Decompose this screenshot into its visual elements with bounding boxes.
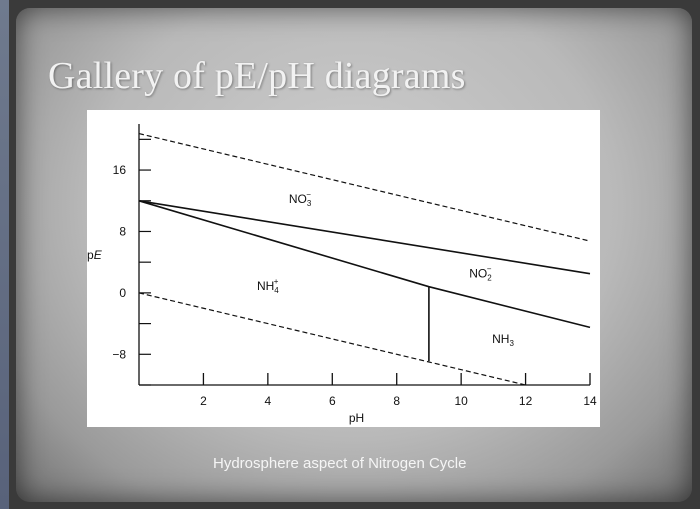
species-label-nh4: NH4+ [257, 277, 279, 295]
y-tick-label: 8 [119, 224, 126, 238]
water-stability-line-0 [138, 133, 591, 242]
water-stability-line-4 [138, 292, 526, 386]
x-tick-label: 8 [393, 394, 400, 408]
y-tick-label: −8 [112, 347, 126, 361]
slide-caption: Hydrosphere aspect of Nitrogen Cycle [213, 455, 467, 472]
y-axis-title: pE [87, 248, 103, 262]
boundary-line-1 [138, 200, 591, 275]
x-axis-title: pH [349, 411, 364, 425]
boundary-lines [138, 133, 591, 386]
pe-ph-diagram-svg: 16 8 0 −8 2 4 6 8 10 12 14 pH pE NO3− NO2− NH4+ NH3 [87, 124, 597, 425]
x-tick-label: 10 [454, 394, 468, 408]
slide-title: Gallery of pE/pH diagrams [48, 55, 466, 97]
species-label-no2: NO2− [469, 265, 492, 283]
boundary-line-2 [138, 200, 591, 329]
pe-ph-diagram: 16 8 0 −8 2 4 6 8 10 12 14 pH pE NO3− NO2− NH4+ NH3 [87, 110, 600, 427]
x-tick-label: 12 [519, 394, 533, 408]
y-tick-label: 0 [119, 286, 126, 300]
y-tick-label: 16 [113, 163, 127, 177]
species-label-nh3: NH3 [492, 332, 514, 348]
x-tick-label: 2 [200, 394, 207, 408]
x-tick-label: 4 [265, 394, 272, 408]
x-tick-label: 6 [329, 394, 336, 408]
species-label-no3: NO3− [289, 190, 312, 208]
slide-left-strip [0, 0, 9, 509]
x-tick-label: 14 [583, 394, 597, 408]
axes: 16 8 0 −8 2 4 6 8 10 12 14 pH pE [87, 124, 597, 425]
species-labels: NO3− NO2− NH4+ NH3 [257, 190, 515, 348]
